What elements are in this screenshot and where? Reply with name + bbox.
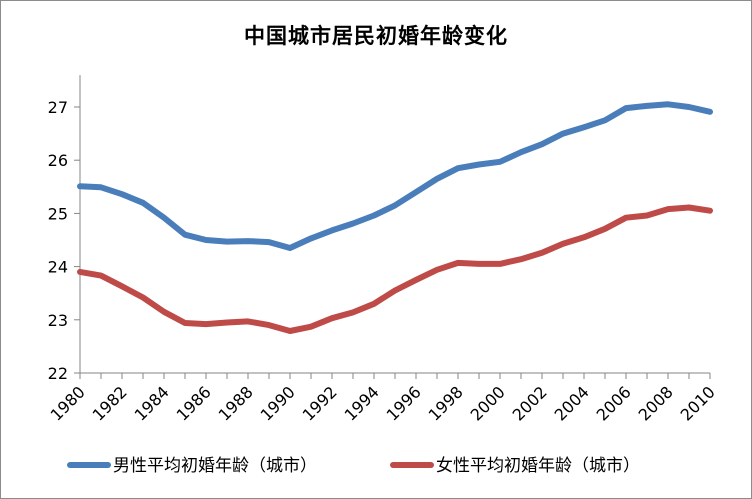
x-tick-label: 1996 [383,382,425,424]
y-tick-label: 26 [48,151,68,170]
x-tick-label: 1994 [341,382,383,424]
x-tick-label: 2006 [593,382,635,424]
x-tick-label: 1982 [89,382,131,424]
axes: 22 23 24 25 26 27 1980 1982 1984 1986 1988 1990 1992… [47,75,719,425]
x-tick-label: 2010 [677,382,719,424]
chart-title: 中国城市居民初婚年龄变化 [244,23,508,48]
x-tick-label: 1990 [257,382,299,424]
legend: 男性平均初婚年龄（城市） 女性平均初婚年龄（城市） [67,456,640,476]
x-tick-label: 1988 [215,382,257,424]
x-tick-label: 1986 [173,382,215,424]
series-line-2 [77,204,713,334]
legend-label: 男性平均初婚年龄（城市） [113,456,317,476]
x-tick-label: 1980 [47,382,89,424]
x-tick-label: 1992 [299,382,341,424]
x-tick-label: 1984 [131,382,173,424]
series-layer [77,101,713,334]
x-tick-label: 2008 [635,382,677,424]
legend-label: 女性平均初婚年龄（城市） [436,456,640,476]
series-line-1 [77,101,713,251]
x-tick-label: 2000 [467,382,509,424]
x-tick-label: 2002 [509,382,551,424]
y-tick-label: 25 [48,204,68,223]
y-tick-label: 27 [48,98,68,117]
y-tick-label: 23 [48,311,68,330]
x-tick-label: 2004 [551,382,593,424]
x-tick-label: 1998 [425,382,467,424]
y-tick-label: 24 [48,258,68,277]
y-tick-label: 22 [48,364,68,383]
